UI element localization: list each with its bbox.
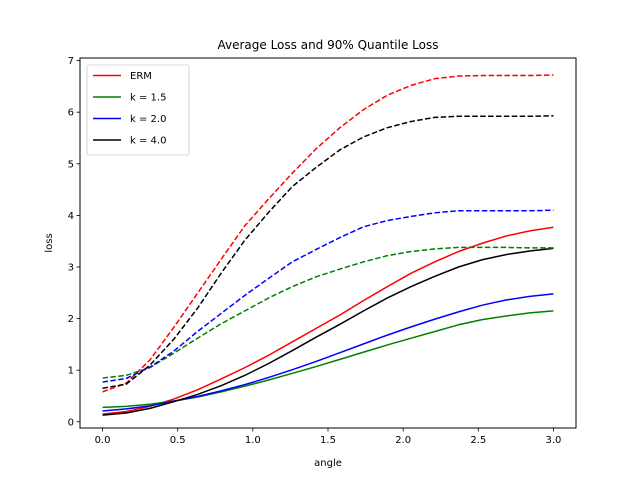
y-tick-label: 4 <box>68 211 74 222</box>
series-line-1 <box>102 310 554 409</box>
series-line-2 <box>102 293 554 412</box>
y-axis: 0 1 2 3 4 5 6 7 <box>68 56 80 428</box>
y-axis-label: loss <box>44 233 55 252</box>
y-tick-label: 5 <box>68 159 74 170</box>
y-tick-label: 0 <box>68 417 74 428</box>
x-tick-label: 1.5 <box>320 435 336 446</box>
x-tick-label: 2.5 <box>470 435 486 446</box>
series-line-6 <box>102 209 554 383</box>
x-tick-label: 3.0 <box>546 435 562 446</box>
y-tick-label: 2 <box>68 314 74 325</box>
x-tick-label: 0.5 <box>170 435 186 446</box>
x-tick-label: 2.0 <box>395 435 411 446</box>
x-axis: 0.0 0.5 1.0 1.5 2.0 2.5 3.0 <box>95 428 562 446</box>
y-tick-label: 3 <box>68 262 74 273</box>
series-line-3 <box>102 247 554 416</box>
series-line-4 <box>102 74 554 393</box>
x-axis-label: angle <box>314 458 342 469</box>
legend-label: k = 2.0 <box>130 114 166 125</box>
series-lines <box>102 74 554 416</box>
y-tick-label: 1 <box>68 366 74 377</box>
series-line-7 <box>102 115 554 389</box>
series-line-5 <box>102 246 554 379</box>
legend-label: k = 1.5 <box>130 93 166 104</box>
x-tick-label: 0.0 <box>95 435 111 446</box>
legend-label: ERM <box>130 71 152 82</box>
legend: ERM k = 1.5 k = 2.0 k = 4.0 <box>86 64 190 156</box>
x-tick-label: 1.0 <box>245 435 261 446</box>
series-line-0 <box>102 226 554 415</box>
chart-title: Average Loss and 90% Quantile Loss <box>217 38 438 52</box>
y-tick-label: 6 <box>68 108 74 119</box>
y-tick-label: 7 <box>68 56 74 67</box>
legend-label: k = 4.0 <box>130 136 166 147</box>
legend-box <box>86 64 190 156</box>
